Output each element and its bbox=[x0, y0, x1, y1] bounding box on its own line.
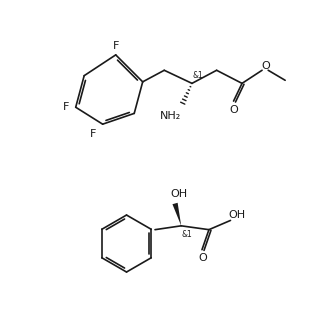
Text: O: O bbox=[198, 253, 207, 263]
Polygon shape bbox=[173, 203, 181, 226]
Text: O: O bbox=[261, 61, 270, 71]
Text: OH: OH bbox=[170, 189, 187, 199]
Text: &1: &1 bbox=[193, 71, 204, 80]
Text: F: F bbox=[63, 102, 70, 112]
Text: F: F bbox=[113, 41, 119, 51]
Text: NH₂: NH₂ bbox=[160, 112, 181, 121]
Text: O: O bbox=[229, 105, 238, 114]
Text: &1: &1 bbox=[182, 230, 193, 239]
Text: F: F bbox=[90, 129, 97, 139]
Text: OH: OH bbox=[228, 210, 245, 220]
